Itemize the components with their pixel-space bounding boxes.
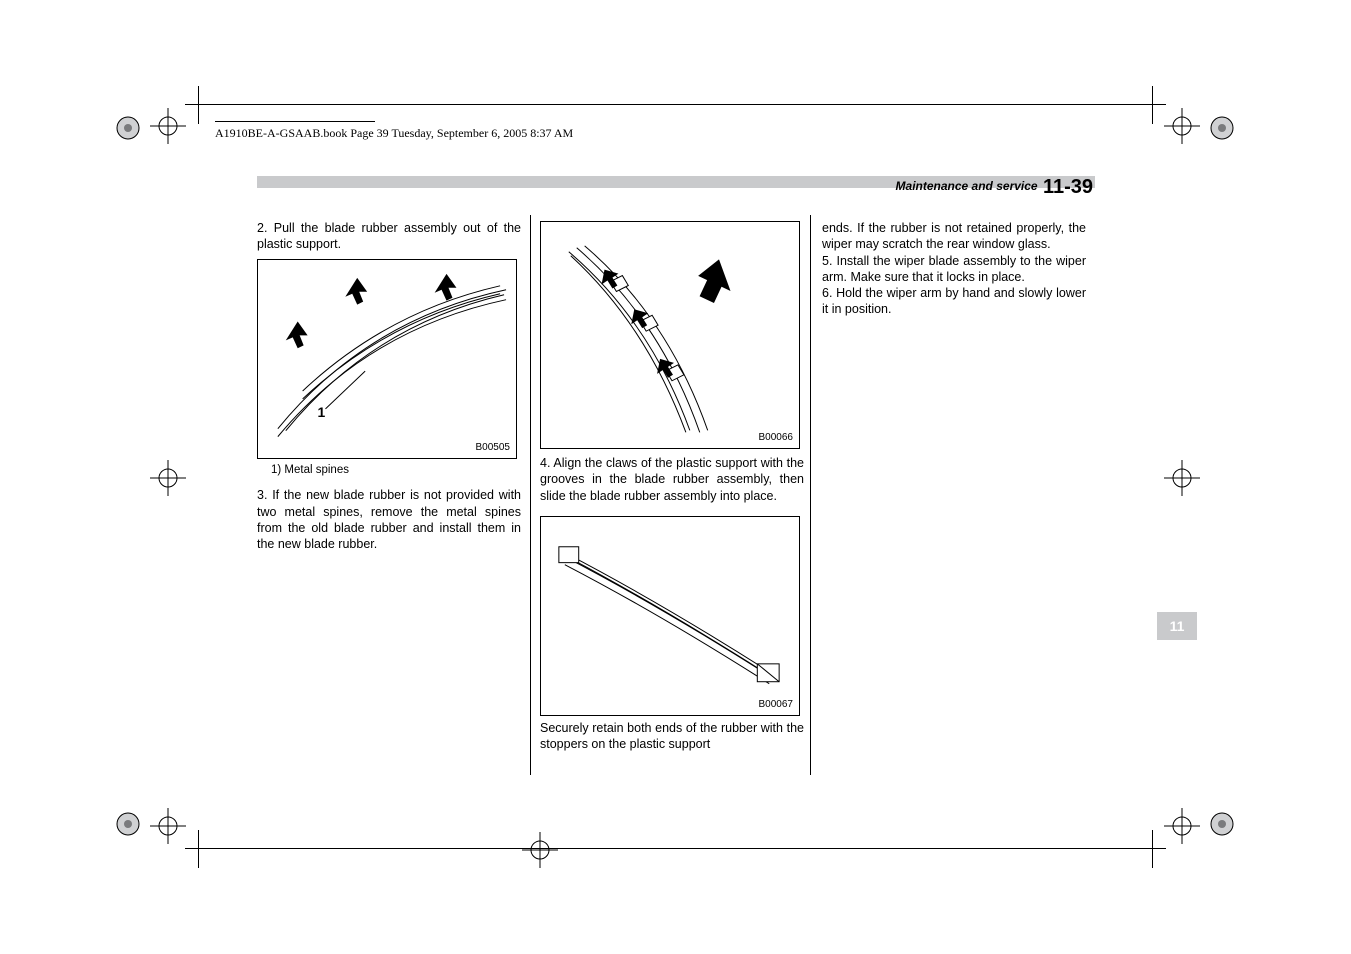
step-5-text: 5. Install the wiper blade assembly to t… [822,253,1086,286]
figure-b00066: B00066 [540,221,800,449]
header-title: Maintenance and service 11-39 [896,176,1093,199]
mark-top-left-inner [148,106,188,146]
page-number: 11-39 [1041,176,1093,198]
bot-right-tick-v [1152,830,1153,868]
column-separator-1 [530,215,531,775]
after-fig3-text: Securely retain both ends of the rubber … [540,720,804,753]
book-meta-text: A1910BE-A-GSAAB.book Page 39 Tuesday, Se… [215,126,573,140]
column-3: ends. If the rubber is not retained prop… [822,220,1086,318]
column-separator-2 [810,215,811,775]
mark-bot-right-outer [1202,804,1242,844]
step-3-text: 3. If the new blade rubber is not provid… [257,487,521,552]
step-2-text: 2. Pull the blade rubber assembly out of… [257,220,521,253]
bottom-rail [185,848,1166,849]
mark-top-left-outer [108,108,148,148]
section-name: Maintenance and service [896,179,1038,193]
page-meta: A1910BE-A-GSAAB.book Page 39 Tuesday, Se… [215,126,573,141]
step-4-text: 4. Align the claws of the plastic suppor… [540,455,804,504]
figure-code-3: B00067 [759,698,793,711]
column-1: 2. Pull the blade rubber assembly out of… [257,220,521,552]
col3-para1: ends. If the rubber is not retained prop… [822,220,1086,253]
mark-bot-left-inner [148,806,188,846]
figure-code-1: B00505 [476,441,510,454]
side-tab: 11 [1157,612,1197,640]
top-right-tick-v [1152,86,1153,124]
mark-bot-left-outer [108,804,148,844]
top-left-tick-v [198,86,199,124]
mark-mid-right [1162,458,1202,498]
mark-top-right-outer [1202,108,1242,148]
figure-b00067: B00067 [540,516,800,716]
mark-mid-left [148,458,188,498]
mark-top-right-inner [1162,106,1202,146]
mark-bot-right-inner [1162,806,1202,846]
bot-left-tick-v [198,830,199,868]
top-rail [185,104,1166,105]
fig1-label-1: 1 [318,403,326,419]
mark-bot-mid [520,830,560,870]
side-tab-label: 11 [1170,618,1185,634]
figure-1-caption: 1) Metal spines [271,463,521,478]
column-2: B00066 4. Align the claws of the plastic… [540,215,804,752]
step-6-text: 6. Hold the wiper arm by hand and slowly… [822,285,1086,318]
figure-code-2: B00066 [759,431,793,444]
figure-b00505: 1 B00505 [257,259,517,459]
